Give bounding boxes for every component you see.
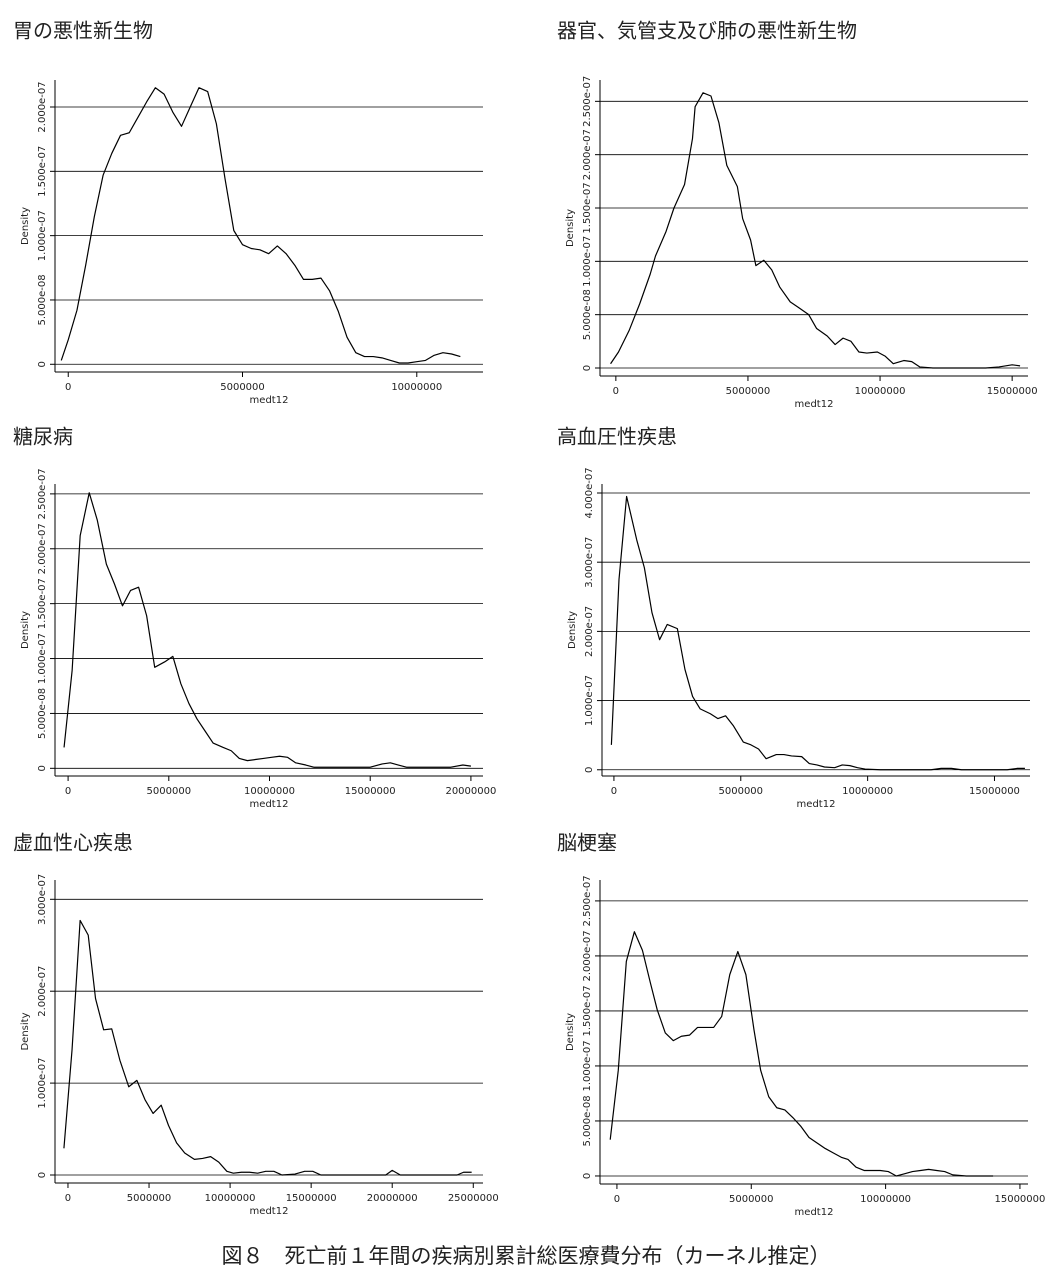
chart-title: 脳梗塞 (557, 831, 617, 855)
x-tick-label: 10000000 (860, 1194, 911, 1205)
x-tick-label: 5000000 (726, 386, 771, 397)
x-tick-label: 15000000 (345, 786, 396, 797)
x-tick-label: 15000000 (994, 1194, 1045, 1205)
y-tick-label: 0 (37, 1172, 48, 1178)
y-tick-label: 1.000e-07 (582, 1040, 593, 1091)
y-tick-label: 2.500e-07 (582, 76, 593, 127)
x-axis-label: medt12 (250, 395, 289, 406)
y-axis-label: Density (20, 1012, 31, 1050)
x-tick-label: 10000000 (842, 786, 893, 797)
y-tick-label: 1.500e-07 (37, 146, 48, 197)
chart-title: 胃の悪性新生物 (13, 19, 153, 43)
x-tick-label: 0 (65, 382, 71, 393)
chart-title: 高血圧性疾患 (557, 425, 677, 449)
y-tick-label: 5.000e-08 (37, 688, 48, 739)
x-tick-label: 5000000 (220, 382, 265, 393)
x-tick-label: 15000000 (969, 786, 1020, 797)
y-tick-label: 1.000e-07 (37, 1058, 48, 1109)
x-axis-label: medt12 (797, 799, 836, 810)
x-axis-label: medt12 (250, 1206, 289, 1217)
y-tick-label: 2.000e-07 (37, 966, 48, 1017)
x-tick-label: 20000000 (367, 1193, 418, 1204)
x-axis-label: medt12 (795, 1207, 834, 1218)
density-line (60, 87, 461, 364)
x-tick-label: 15000000 (987, 386, 1038, 397)
x-tick-label: 5000000 (729, 1194, 774, 1205)
y-tick-label: 1.000e-07 (37, 210, 48, 261)
y-tick-label: 1.500e-07 (37, 578, 48, 629)
x-tick-label: 10000000 (205, 1193, 256, 1204)
density-line (610, 495, 1025, 771)
x-tick-label: 25000000 (448, 1193, 499, 1204)
y-tick-label: 1.000e-07 (37, 633, 48, 684)
chart-title: 器官、気管支及び肺の悪性新生物 (557, 19, 857, 43)
y-axis-label: Density (567, 611, 578, 649)
density-line (609, 931, 994, 1177)
y-tick-label: 0 (37, 765, 48, 771)
y-tick-label: 5.000e-08 (582, 289, 593, 340)
x-tick-label: 15000000 (286, 1193, 337, 1204)
y-axis-label: Density (565, 209, 576, 247)
y-tick-label: 1.500e-07 (582, 182, 593, 233)
y-tick-label: 2.000e-07 (37, 81, 48, 132)
y-tick-label: 0 (582, 1173, 593, 1179)
y-tick-label: 5.000e-08 (37, 274, 48, 325)
x-tick-label: 0 (614, 1194, 620, 1205)
y-tick-label: 2.000e-07 (584, 606, 595, 657)
figure-caption: 図８ 死亡前１年間の疾病別累計総医療費分布（カーネル推定） (222, 1244, 831, 1268)
x-tick-label: 10000000 (855, 386, 906, 397)
y-tick-label: 2.000e-07 (582, 930, 593, 981)
x-tick-label: 10000000 (391, 382, 442, 393)
x-tick-label: 20000000 (445, 786, 496, 797)
y-tick-label: 3.000e-07 (37, 874, 48, 925)
density-line (63, 919, 472, 1176)
y-tick-label: 1.500e-07 (582, 985, 593, 1036)
y-tick-label: 5.000e-08 (582, 1095, 593, 1146)
y-tick-label: 0 (37, 361, 48, 367)
density-line (610, 92, 1021, 369)
y-tick-label: 3.000e-07 (584, 537, 595, 588)
chart-title: 糖尿病 (13, 425, 73, 449)
x-axis-label: medt12 (795, 399, 834, 410)
y-tick-label: 4.000e-07 (584, 467, 595, 518)
x-tick-label: 5000000 (719, 786, 764, 797)
y-tick-label: 1.000e-07 (582, 236, 593, 287)
y-tick-label: 0 (582, 365, 593, 371)
y-axis-label: Density (20, 207, 31, 245)
y-axis-label: Density (565, 1013, 576, 1051)
x-tick-label: 0 (611, 786, 617, 797)
x-tick-label: 10000000 (244, 786, 295, 797)
density-line (63, 492, 472, 768)
y-tick-label: 2.000e-07 (582, 129, 593, 180)
x-tick-label: 5000000 (127, 1193, 172, 1204)
y-tick-label: 2.000e-07 (37, 523, 48, 574)
y-tick-label: 1.000e-07 (584, 675, 595, 726)
x-axis-label: medt12 (250, 799, 289, 810)
y-tick-label: 0 (584, 767, 595, 773)
x-tick-label: 0 (65, 1193, 71, 1204)
x-tick-label: 0 (613, 386, 619, 397)
y-axis-label: Density (20, 611, 31, 649)
x-tick-label: 0 (65, 786, 71, 797)
chart-title: 虚血性心疾患 (13, 831, 133, 855)
x-tick-label: 5000000 (147, 786, 192, 797)
y-tick-label: 2.500e-07 (582, 875, 593, 926)
y-tick-label: 2.500e-07 (37, 468, 48, 519)
